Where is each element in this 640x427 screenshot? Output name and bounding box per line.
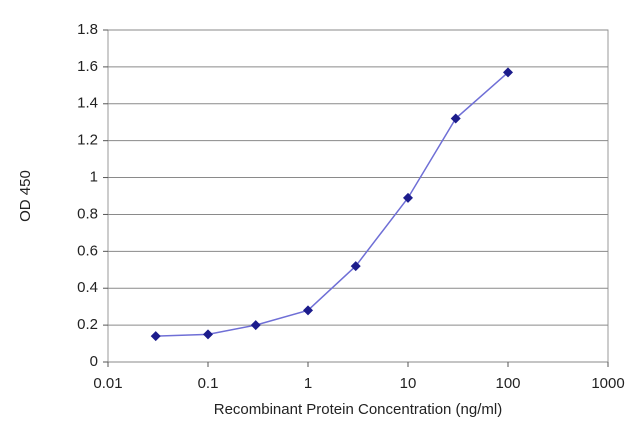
y-axis-label: OD 450 bbox=[17, 170, 34, 222]
y-tick-label: 1.2 bbox=[77, 132, 98, 149]
data-line bbox=[155, 71, 509, 337]
x-tick-label: 10 bbox=[400, 375, 417, 392]
data-point bbox=[203, 329, 213, 340]
plot-area bbox=[107, 29, 609, 363]
y-tick-label: 0.4 bbox=[77, 279, 98, 296]
y-tick-label: 1 bbox=[90, 169, 98, 186]
y-tick-label: 0.6 bbox=[77, 242, 98, 259]
y-tick-label: 1.4 bbox=[77, 95, 98, 112]
data-point bbox=[150, 331, 161, 342]
data-point bbox=[303, 305, 313, 316]
x-axis-label: Recombinant Protein Concentration (ng/ml… bbox=[214, 401, 502, 418]
data-point bbox=[250, 320, 261, 331]
y-tick-label: 0.2 bbox=[77, 316, 98, 333]
data-point bbox=[503, 67, 513, 78]
x-tick-label: 1000 bbox=[591, 375, 624, 392]
y-tick-label: 0.8 bbox=[77, 205, 98, 222]
y-tick-label: 1.8 bbox=[77, 21, 98, 38]
data-point bbox=[403, 192, 413, 203]
x-tick-label: 1 bbox=[304, 375, 312, 392]
x-tick-label: 0.1 bbox=[198, 375, 219, 392]
y-tick-label: 0 bbox=[90, 353, 98, 370]
data-point bbox=[450, 113, 461, 124]
x-tick-label: 100 bbox=[495, 375, 520, 392]
data-point bbox=[350, 261, 361, 272]
y-tick-label: 1.6 bbox=[77, 58, 98, 75]
x-tick-label: 0.01 bbox=[93, 375, 122, 392]
